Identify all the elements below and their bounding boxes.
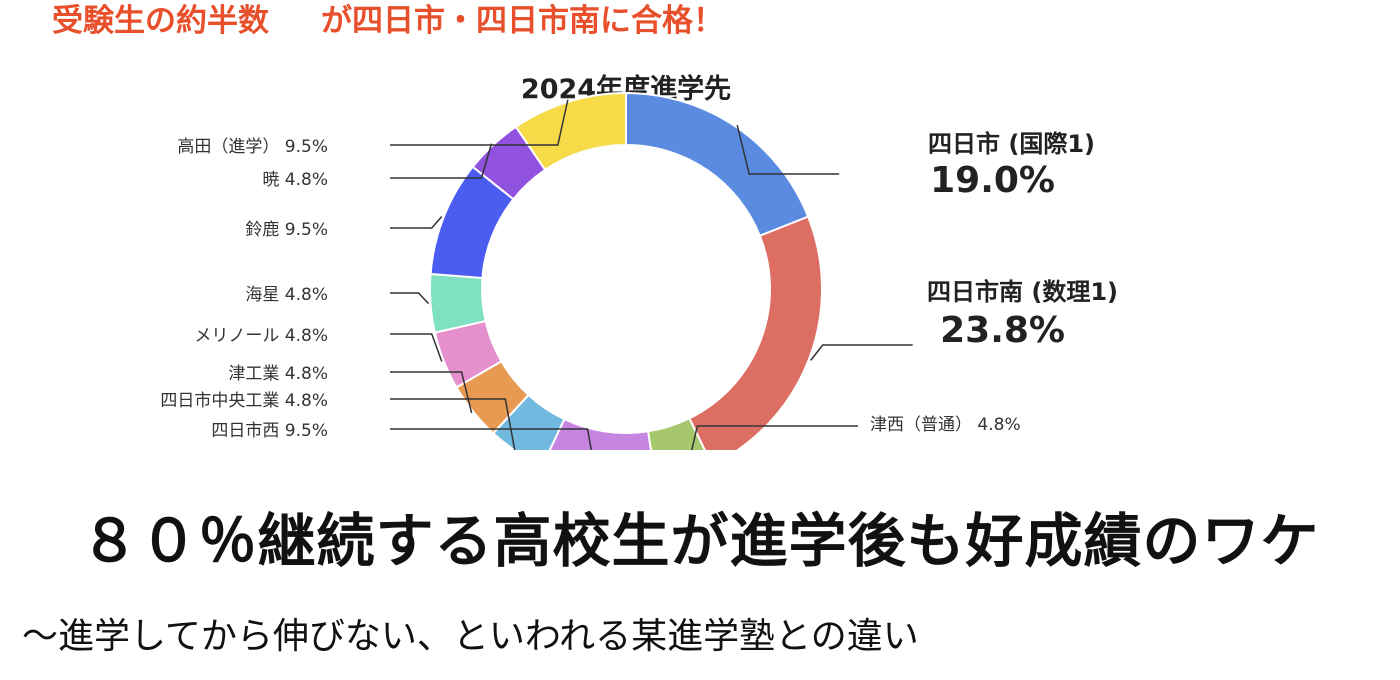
slice-label-3: 四日市西 9.5% bbox=[211, 421, 328, 441]
headline: 受験生の約半数 が四日市・四日市南に合格！ bbox=[52, 0, 724, 44]
slice-label-6: メリノール 4.8% bbox=[194, 326, 328, 346]
slice-label-4: 四日市中央工業 4.8% bbox=[160, 391, 328, 411]
leader-line-2 bbox=[691, 425, 858, 450]
slice-label-1: 四日市南 (数理1) bbox=[927, 278, 1118, 306]
slice-label-7: 海星 4.8% bbox=[245, 285, 328, 305]
headline-part2: が四日市・四日市南に合格！ bbox=[321, 3, 724, 39]
leader-line-1 bbox=[810, 344, 913, 361]
leader-line-4 bbox=[390, 398, 516, 450]
leader-line-3 bbox=[390, 428, 593, 450]
leader-line-8 bbox=[390, 215, 443, 229]
slice-labels: 四日市 (国際1)19.0% 四日市南 (数理1) 23.8% 津西（普通） 4.8%… bbox=[160, 130, 1118, 441]
slice-1 bbox=[687, 215, 823, 450]
main-title: ８０％継続する高校生が進学後も好成績のワケ bbox=[80, 507, 1320, 575]
slice-label-2: 津西（普通） 4.8% bbox=[870, 415, 1021, 435]
leader-line-0 bbox=[736, 124, 840, 175]
slice-label-0: 四日市 (国際1) bbox=[928, 130, 1095, 158]
leader-line-7 bbox=[390, 292, 430, 305]
slice-value-1: 23.8% bbox=[940, 310, 1065, 351]
slice-label-9: 暁 4.8% bbox=[262, 170, 328, 190]
slice-7 bbox=[429, 272, 487, 334]
leader-line-9 bbox=[390, 143, 493, 179]
slice-3 bbox=[548, 417, 652, 450]
slice-label-5: 津工業 4.8% bbox=[228, 364, 328, 384]
leader-line-6 bbox=[390, 333, 443, 362]
slice-2 bbox=[646, 417, 706, 450]
leader-line-10 bbox=[390, 99, 569, 146]
slice-label-8: 鈴鹿 9.5% bbox=[245, 220, 328, 240]
headline-part1: 受験生の約半数 bbox=[52, 3, 269, 39]
leader-line-5 bbox=[390, 371, 473, 414]
slice-0 bbox=[625, 91, 810, 238]
leader-lines bbox=[390, 99, 913, 450]
slice-value-0: 19.0% bbox=[930, 160, 1055, 201]
subtitle: 〜進学してから伸びない、といわれる某進学塾との違い bbox=[22, 616, 919, 657]
slice-label-10: 高田（進学） 9.5% bbox=[177, 137, 328, 157]
donut-chart: 2024年度進学先 四日市 (国際1)19.0%四日市南 (数理1)23.8%津… bbox=[160, 73, 1118, 450]
donut-slices bbox=[429, 91, 823, 450]
slice-10 bbox=[514, 91, 627, 172]
